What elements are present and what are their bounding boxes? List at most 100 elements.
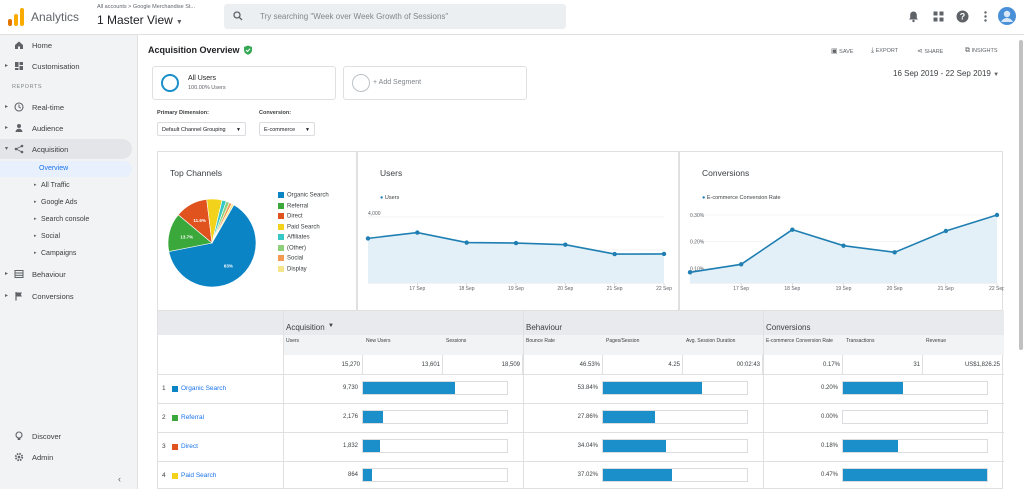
data-point[interactable]	[892, 250, 897, 255]
column-header[interactable]: New Users	[366, 338, 391, 344]
column-header[interactable]: Revenue	[926, 338, 947, 344]
pie-slice-organic-search[interactable]	[168, 204, 257, 288]
totals-cell-box	[843, 355, 923, 374]
pie-slice-label: 63%	[224, 264, 233, 269]
legend-label: Referral	[287, 203, 309, 210]
legend-label: Display	[287, 266, 307, 273]
segment-color-icon	[161, 74, 179, 92]
cell-value: 864	[347, 472, 358, 478]
add-segment-button[interactable]: + Add Segment	[343, 66, 527, 100]
column-header[interactable]: Sessions	[446, 338, 467, 344]
cell-bar	[362, 410, 508, 424]
share-button[interactable]: ⋖ SHARE	[917, 47, 943, 55]
data-point[interactable]	[994, 212, 1000, 218]
data-point[interactable]	[687, 270, 693, 275]
row-color-swatch	[172, 386, 178, 392]
data-point[interactable]	[943, 228, 949, 234]
export-button[interactable]: ⤓ EXPORT	[871, 47, 898, 55]
more-vert-icon[interactable]	[979, 10, 992, 23]
collapse-sidebar-icon[interactable]: ‹	[118, 474, 121, 484]
data-point[interactable]	[661, 251, 667, 257]
verified-shield-icon	[244, 45, 252, 55]
data-point[interactable]	[563, 242, 568, 247]
pie-slice-label: 13.7%	[180, 235, 193, 240]
data-point[interactable]	[790, 227, 795, 232]
sidebar-subitem-search-console[interactable]: ▸ Search console	[0, 212, 138, 228]
view-selector[interactable]: 1 Master View ▼	[97, 13, 183, 27]
search-input[interactable]: Try searching "Week over Week Growth of …	[224, 4, 566, 29]
cell-bar-fill	[603, 382, 703, 394]
column-header[interactable]: E-commerce Conversion Rate	[766, 338, 833, 344]
cell-value: 34.04%	[577, 443, 598, 449]
help-icon[interactable]: ?	[956, 10, 969, 23]
legend-item: Social	[278, 255, 303, 262]
save-button[interactable]: ▣ SAVE	[831, 47, 853, 55]
y-tick-label: 0.30%	[690, 213, 705, 219]
column-header[interactable]: Users	[286, 338, 300, 344]
avatar[interactable]	[998, 7, 1016, 25]
sidebar-item-conversions[interactable]: ▸ Conversions	[0, 286, 138, 306]
row-divider	[158, 374, 1004, 375]
sidebar-subitem-google-ads[interactable]: ▸ Google Ads	[0, 195, 138, 211]
sidebar-item-discover[interactable]: Discover	[0, 426, 138, 446]
data-point[interactable]	[612, 251, 617, 257]
sidebar-item-realtime[interactable]: ▸ Real-time	[0, 97, 138, 117]
data-point[interactable]	[415, 230, 420, 235]
channel-link[interactable]: Direct	[181, 443, 198, 450]
column-header[interactable]: Bounce Rate	[526, 338, 555, 344]
data-point[interactable]	[513, 240, 519, 246]
column-header[interactable]: Avg. Session Duration	[686, 338, 736, 344]
channel-link[interactable]: Referral	[181, 414, 205, 421]
x-tick-label: 22 Sep	[989, 286, 1004, 292]
conversion-select[interactable]: E-commerce ▼	[259, 122, 315, 136]
cell-value: 0.00%	[820, 414, 838, 420]
totals-cell-box	[523, 355, 603, 374]
bell-icon[interactable]	[907, 10, 920, 23]
data-point[interactable]	[841, 243, 846, 248]
sidebar-item-audience[interactable]: ▸ Audience	[0, 118, 138, 138]
group-title-acquisition: Acquisition	[286, 323, 325, 332]
sidebar-subitem-label: Overview	[39, 165, 69, 172]
date-range-picker[interactable]: 16 Sep 2019 - 22 Sep 2019 ▼	[893, 69, 1000, 78]
segment-all-users[interactable]: All Users 100.00% Users	[152, 66, 336, 100]
totals-cell: US$1,826.25	[964, 362, 1000, 368]
sidebar-item-acquisition[interactable]: ▾ Acquisition	[0, 139, 132, 159]
account-breadcrumb[interactable]: All accounts > Google Merchandise St...	[97, 4, 195, 10]
data-point[interactable]	[738, 262, 744, 267]
page-scrollbar[interactable]	[1019, 40, 1023, 350]
sidebar-subitem-campaigns[interactable]: ▸ Campaigns	[0, 246, 138, 262]
sort-desc-icon[interactable]: ▼	[328, 323, 334, 329]
sidebar-item-admin[interactable]: Admin	[0, 447, 138, 467]
insights-button[interactable]: ⧉ INSIGHTS	[965, 47, 998, 55]
column-header[interactable]: Pages/Session	[606, 338, 640, 344]
data-point[interactable]	[464, 240, 469, 245]
apps-grid-icon[interactable]	[932, 10, 945, 23]
channel-link[interactable]: Paid Search	[181, 472, 217, 479]
sidebar-item-home[interactable]: Home	[0, 35, 138, 55]
expand-arrow-icon: ▸	[34, 199, 37, 205]
sidebar-subitem-label: Search console	[41, 216, 90, 223]
sidebar-subitem-social[interactable]: ▸ Social	[0, 229, 138, 245]
add-segment-circle-icon	[352, 74, 370, 92]
channel-link[interactable]: Organic Search	[181, 385, 227, 392]
save-icon: ▣	[831, 48, 838, 55]
sidebar-item-label: Audience	[32, 124, 64, 133]
legend-swatch	[278, 244, 284, 251]
top-channels-pie-chart: 63% 13.7% 11.6%	[167, 198, 257, 288]
sidebar-subitem-all-traffic[interactable]: ▸ All Traffic	[0, 178, 138, 194]
collapse-arrow-icon: ▾	[5, 146, 9, 152]
sidebar-item-behaviour[interactable]: ▸ Behaviour	[0, 264, 138, 284]
conversions-line-chart: 0.30% 0.20% 0.10% 17 Sep 18 Sep 19 Sep 20 Sep 2…	[687, 212, 1004, 292]
date-start: 16 Sep 2019	[893, 69, 939, 78]
cell-value: 1,832	[342, 443, 358, 449]
data-point[interactable]	[365, 236, 371, 241]
sidebar-item-customisation[interactable]: ▸ Customisation	[0, 56, 138, 76]
sidebar-subitem-overview[interactable]: Overview	[0, 161, 132, 177]
analytics-logo-icon[interactable]	[8, 8, 24, 26]
page-title: Acquisition Overview	[148, 45, 240, 55]
column-header[interactable]: Transactions	[846, 338, 875, 344]
pie-slice-display[interactable]	[211, 203, 235, 244]
primary-dimension-select[interactable]: Default Channel Grouping ▼	[157, 122, 246, 136]
row-number: 3	[162, 443, 166, 450]
y-tick-label: 0.20%	[690, 240, 705, 246]
